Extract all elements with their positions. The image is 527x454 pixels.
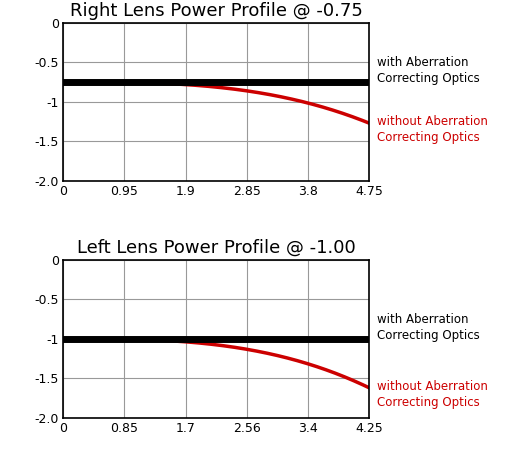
Title: Left Lens Power Profile @ -1.00: Left Lens Power Profile @ -1.00 bbox=[77, 239, 355, 257]
Text: without Aberration
Correcting Optics: without Aberration Correcting Optics bbox=[377, 115, 487, 144]
Text: with Aberration
Correcting Optics: with Aberration Correcting Optics bbox=[377, 56, 480, 85]
Text: with Aberration
Correcting Optics: with Aberration Correcting Optics bbox=[377, 313, 480, 342]
Title: Right Lens Power Profile @ -0.75: Right Lens Power Profile @ -0.75 bbox=[70, 2, 363, 20]
Text: without Aberration
Correcting Optics: without Aberration Correcting Optics bbox=[377, 380, 487, 409]
